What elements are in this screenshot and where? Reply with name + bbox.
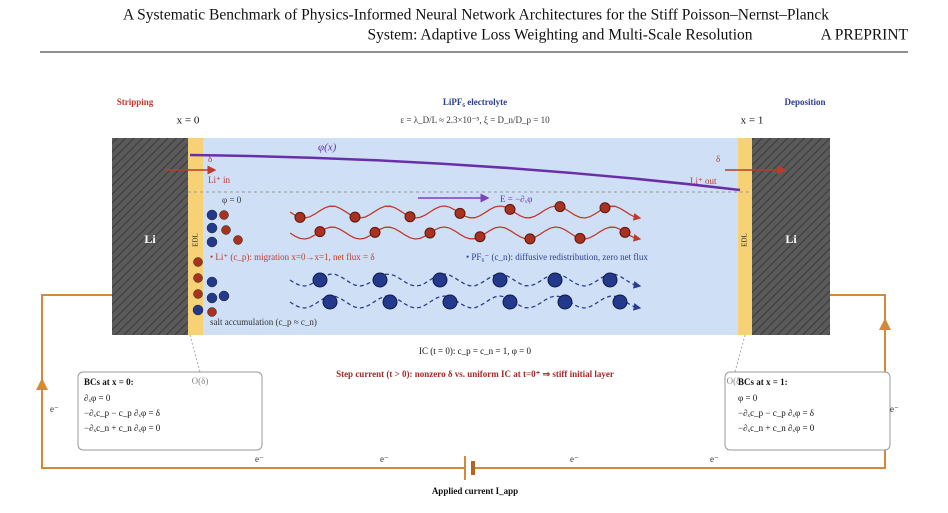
- cation: [219, 210, 229, 220]
- label: • Li⁺ (c_p): migration x=0→x=1, net flux…: [210, 252, 375, 262]
- title-line: A Systematic Benchmark of Physics-Inform…: [123, 7, 829, 24]
- anion: [206, 276, 218, 288]
- anion: [322, 294, 338, 310]
- anion: [612, 294, 628, 310]
- label: E = −∂ₓφ: [500, 194, 532, 204]
- anion: [547, 272, 563, 288]
- label: ε = λ_D/L ≈ 2.3×10⁻⁵, ξ = D_n/D_p = 10: [400, 115, 550, 125]
- cation: [369, 226, 381, 238]
- bc-box: [724, 371, 891, 451]
- preprint-tag: A PREPRINT: [821, 27, 909, 44]
- cation: [221, 225, 231, 235]
- electron: e⁻: [890, 404, 899, 414]
- figure: Stripping Deposition LiPF₆ electrolyte ε…: [36, 97, 899, 496]
- title-line: System: Adaptive Loss Weighting and Mult…: [367, 27, 752, 44]
- edl: [188, 138, 203, 335]
- electron: e⁻: [255, 454, 264, 464]
- cation: [599, 202, 611, 214]
- label: salt accumulation (c_p ≈ c_n): [210, 317, 317, 327]
- cation: [349, 211, 361, 223]
- electrolyte: [203, 138, 738, 335]
- cation: [193, 273, 203, 283]
- label: O(δ): [727, 376, 744, 386]
- electron: e⁻: [570, 454, 579, 464]
- electrode: [112, 138, 188, 335]
- trajectory: [289, 273, 642, 289]
- zoom-line: [734, 334, 746, 373]
- cation: [554, 201, 566, 213]
- anion: [206, 222, 218, 234]
- cation: [504, 203, 516, 215]
- electron: e⁻: [380, 454, 389, 464]
- cation: [207, 307, 217, 317]
- anion: [602, 272, 618, 288]
- label: • PF₆⁻ (c_n): diffusive redistribution, …: [466, 252, 648, 262]
- label: EDL: [741, 233, 749, 247]
- label: Deposition: [784, 97, 825, 107]
- cation: [474, 231, 486, 243]
- anion: [557, 294, 573, 310]
- cation: [619, 226, 631, 238]
- label: δ: [208, 154, 212, 164]
- anion: [218, 290, 230, 302]
- anion: [442, 294, 458, 310]
- label: IC (t = 0): c_p = c_n = 1, φ = 0: [419, 346, 531, 356]
- bc-title: BCs at x = 0:: [84, 377, 134, 387]
- bc-line: −∂ₓc_n + c_n ∂ₓφ = 0: [738, 423, 815, 433]
- cation: [424, 227, 436, 239]
- bc-line: −∂ₓc_p − c_p ∂ₓφ = δ: [738, 408, 814, 418]
- label: Step current (t > 0): nonzero δ vs. unif…: [336, 369, 614, 379]
- label: Applied current I_app: [432, 486, 518, 496]
- anion: [432, 272, 448, 288]
- cation: [404, 211, 416, 223]
- bc-title: BCs at x = 1:: [738, 377, 788, 387]
- zoom-line: [189, 334, 201, 373]
- cation: [294, 211, 306, 223]
- anion: [492, 272, 508, 288]
- edl: [738, 138, 752, 335]
- trajectory: [289, 205, 642, 221]
- potential-curve: [189, 153, 741, 192]
- label: φ(x): [318, 142, 337, 154]
- bc-line: −∂ₓc_n + c_n ∂ₓφ = 0: [84, 423, 161, 433]
- label: O(δ): [192, 376, 209, 386]
- cation: [454, 207, 466, 219]
- label: Li: [785, 232, 797, 246]
- label: δ: [716, 154, 720, 164]
- cation: [524, 233, 536, 245]
- anion: [192, 304, 204, 316]
- electrode: [752, 138, 830, 335]
- anion: [206, 236, 218, 248]
- anion: [206, 209, 218, 221]
- electron: e⁻: [710, 454, 719, 464]
- cation: [314, 226, 326, 238]
- label: Li⁺ in: [208, 175, 230, 185]
- anion: [372, 272, 388, 288]
- bc-line: −∂ₓc_p − c_p ∂ₓφ = δ: [84, 408, 160, 418]
- electron: e⁻: [50, 404, 59, 414]
- anion: [206, 292, 218, 304]
- label: Stripping: [117, 97, 154, 107]
- cation: [574, 232, 586, 244]
- label: LiPF₆ electrolyte: [443, 97, 507, 107]
- label: Li: [144, 232, 156, 246]
- anion: [502, 294, 518, 310]
- bc-line: ∂ₓφ = 0: [84, 393, 111, 403]
- cation: [233, 235, 243, 245]
- label: φ = 0: [222, 195, 242, 205]
- label: x = 0: [177, 115, 200, 127]
- label: EDL: [192, 233, 200, 247]
- anion: [382, 294, 398, 310]
- label: x = 1: [741, 115, 764, 127]
- cation: [193, 257, 203, 267]
- cation: [193, 289, 203, 299]
- bc-box: [77, 371, 263, 451]
- bc-line: φ = 0: [738, 393, 758, 403]
- trajectory: [289, 295, 642, 311]
- label: Li⁺ out: [690, 176, 717, 186]
- anion: [312, 272, 328, 288]
